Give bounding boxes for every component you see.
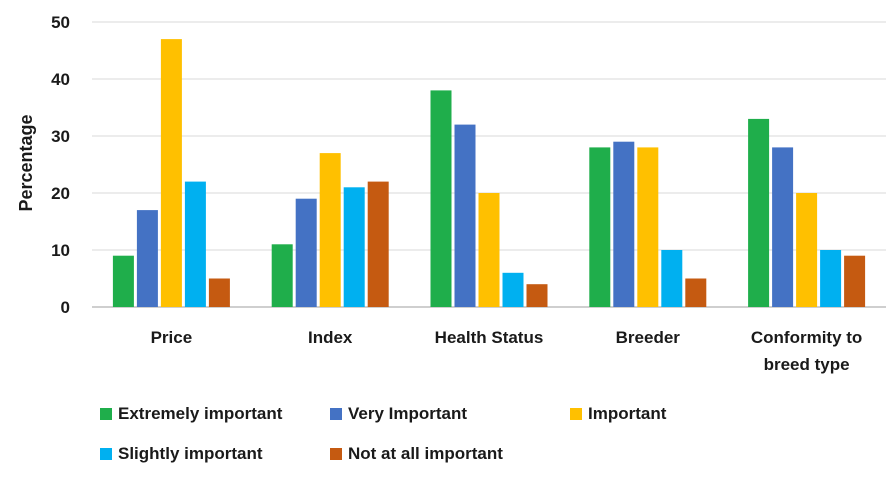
x-category-label: Health Status <box>435 328 544 347</box>
bar <box>112 255 134 307</box>
bar <box>478 193 500 307</box>
y-tick-label: 40 <box>51 70 70 89</box>
legend-item: Slightly important <box>100 440 330 468</box>
bar <box>685 278 707 307</box>
legend-item: Not at all important <box>330 440 560 468</box>
legend-item: Very Important <box>330 400 570 428</box>
bar <box>844 255 866 307</box>
bar <box>271 244 293 307</box>
bar <box>319 153 341 307</box>
bar <box>526 284 548 307</box>
bar <box>454 124 476 307</box>
legend-swatch <box>100 448 112 460</box>
y-tick-label: 0 <box>61 298 70 317</box>
y-tick-label: 30 <box>51 127 70 146</box>
bar <box>502 272 524 307</box>
legend-item: Important <box>570 400 720 428</box>
legend-label: Very Important <box>348 404 468 423</box>
legend-swatch <box>330 408 342 420</box>
x-category-label: Index <box>308 328 353 347</box>
bars <box>112 39 866 308</box>
legend-label: Slightly important <box>118 444 263 463</box>
x-axis-categories: Price Index Health Status Breeder Conformity… <box>151 328 863 374</box>
bar <box>184 181 206 307</box>
legend: Extremely important Very Important Importa… <box>100 400 740 468</box>
bar <box>796 193 818 307</box>
legend-item: Extremely important <box>100 400 330 428</box>
bar <box>661 250 683 307</box>
x-category-label: Conformity to breed type <box>751 328 862 374</box>
bar <box>772 147 794 307</box>
y-tick-label: 10 <box>51 241 70 260</box>
bar <box>430 90 452 308</box>
x-category-label: Breeder <box>616 328 681 347</box>
bar <box>637 147 659 307</box>
x-category-label: Price <box>151 328 193 347</box>
legend-swatch <box>330 448 342 460</box>
bar <box>136 210 158 307</box>
bar <box>748 118 770 308</box>
legend-label: Extremely important <box>118 404 283 423</box>
bar <box>160 39 182 307</box>
legend-label: Not at all important <box>348 444 503 463</box>
y-tick-label: 50 <box>51 13 70 32</box>
legend-label: Important <box>588 404 667 423</box>
bar <box>589 147 611 307</box>
bar <box>343 187 365 307</box>
bar-chart: 0 10 20 30 40 50 Percentage Price Index Health … <box>16 13 886 374</box>
y-axis-ticks: 0 10 20 30 40 50 <box>51 13 70 317</box>
legend-swatch <box>570 408 582 420</box>
bar <box>820 250 842 307</box>
legend-swatch <box>100 408 112 420</box>
bar <box>208 278 230 307</box>
bar <box>367 181 389 307</box>
bar <box>613 141 635 307</box>
y-tick-label: 20 <box>51 184 70 203</box>
bar <box>295 198 317 307</box>
y-axis-label: Percentage <box>16 114 36 211</box>
